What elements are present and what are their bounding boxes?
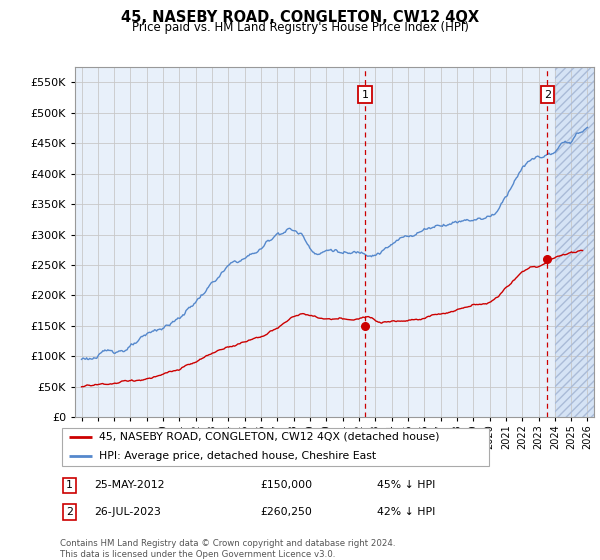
Text: Contains HM Land Registry data © Crown copyright and database right 2024.
This d: Contains HM Land Registry data © Crown c… bbox=[60, 539, 395, 559]
Text: Price paid vs. HM Land Registry's House Price Index (HPI): Price paid vs. HM Land Registry's House … bbox=[131, 21, 469, 34]
Text: 25-MAY-2012: 25-MAY-2012 bbox=[94, 480, 165, 491]
Text: 42% ↓ HPI: 42% ↓ HPI bbox=[377, 507, 435, 517]
Text: 45, NASEBY ROAD, CONGLETON, CW12 4QX (detached house): 45, NASEBY ROAD, CONGLETON, CW12 4QX (de… bbox=[99, 432, 439, 442]
Text: 1: 1 bbox=[362, 90, 368, 100]
Text: 1: 1 bbox=[66, 480, 73, 491]
FancyBboxPatch shape bbox=[62, 428, 489, 465]
Text: £150,000: £150,000 bbox=[260, 480, 313, 491]
Text: £260,250: £260,250 bbox=[260, 507, 313, 517]
Text: 2: 2 bbox=[544, 90, 551, 100]
Text: 26-JUL-2023: 26-JUL-2023 bbox=[94, 507, 161, 517]
Text: 45, NASEBY ROAD, CONGLETON, CW12 4QX: 45, NASEBY ROAD, CONGLETON, CW12 4QX bbox=[121, 10, 479, 25]
Bar bbox=[555, 67, 600, 417]
Bar bbox=[555, 67, 600, 417]
Text: 45% ↓ HPI: 45% ↓ HPI bbox=[377, 480, 435, 491]
Text: HPI: Average price, detached house, Cheshire East: HPI: Average price, detached house, Ches… bbox=[99, 451, 376, 461]
Text: 2: 2 bbox=[66, 507, 73, 517]
